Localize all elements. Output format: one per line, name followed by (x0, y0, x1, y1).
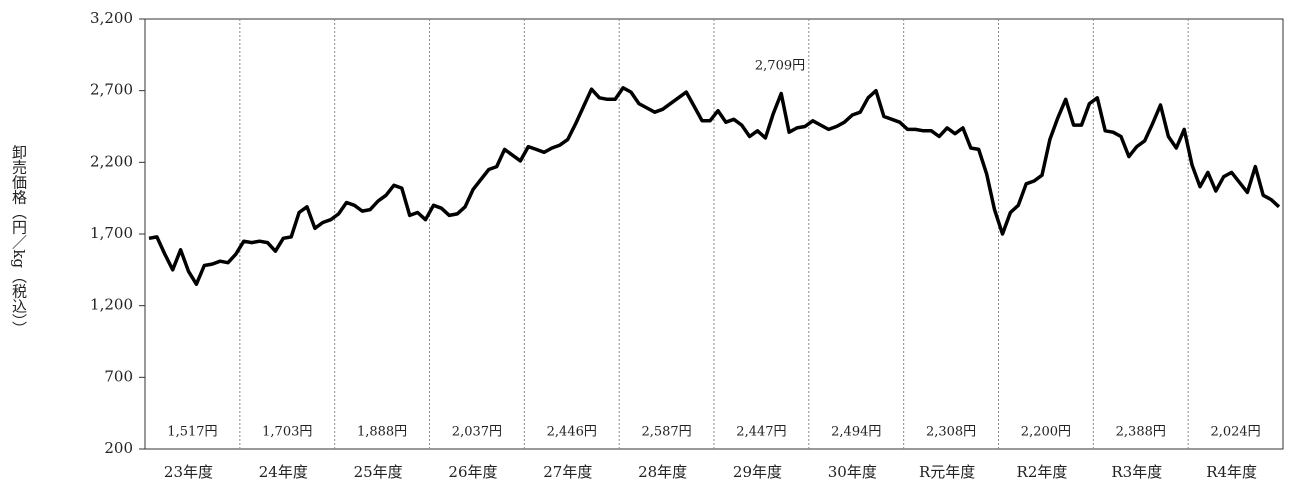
x-tick-label: 27年度 (543, 463, 592, 481)
x-tick-label: 24年度 (259, 463, 308, 481)
x-tick-label: R4年度 (1206, 463, 1257, 481)
y-tick-label: 200 (104, 439, 133, 457)
peak-label: 2,709円 (755, 59, 805, 74)
year-average: 1,703円 (262, 425, 312, 440)
year-average: 2,587円 (641, 425, 691, 440)
year-average: 2,388円 (1116, 425, 1166, 440)
year-average: 1,888円 (357, 425, 407, 440)
x-tick-label: 30年度 (828, 463, 877, 481)
year-average: 2,494円 (831, 425, 881, 440)
price-line (148, 86, 1281, 286)
y-tick-label: 2,200 (90, 152, 133, 170)
year-average: 2,447円 (736, 425, 786, 440)
y-tick-label: 700 (104, 367, 133, 385)
x-tick-label: 25年度 (354, 463, 403, 481)
x-tick-label: 23年度 (164, 463, 213, 481)
y-tick-label: 1,700 (90, 224, 133, 242)
year-average: 2,446円 (547, 425, 597, 440)
y-axis-title: 卸売価格（円／kg（税込）） (10, 144, 28, 335)
y-tick-label: 2,700 (90, 81, 133, 99)
y-tick-label: 3,200 (90, 9, 133, 27)
year-average: 2,308円 (926, 425, 976, 440)
year-average: 2,037円 (452, 425, 502, 440)
y-tick-label: 1,200 (90, 296, 133, 314)
x-tick-label: 26年度 (448, 463, 497, 481)
year-average: 1,517円 (167, 425, 217, 440)
year-average: 2,024円 (1210, 425, 1260, 440)
x-tick-label: R元年度 (919, 463, 975, 481)
x-tick-label: R3年度 (1111, 463, 1162, 481)
x-tick-label: R2年度 (1017, 463, 1068, 481)
x-tick-label: 28年度 (638, 463, 687, 481)
year-average: 2,200円 (1021, 425, 1071, 440)
x-tick-label: 29年度 (733, 463, 782, 481)
